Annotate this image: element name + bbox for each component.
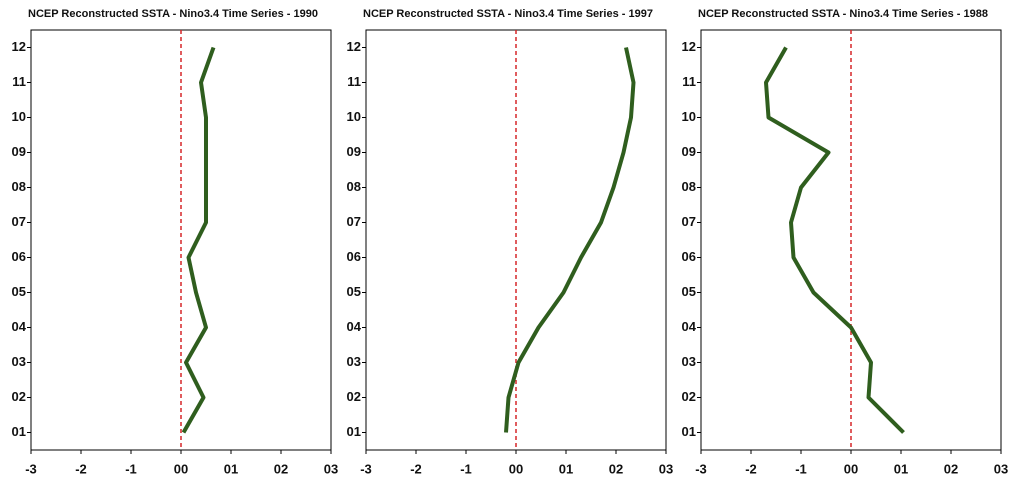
y-tick-label: 10 <box>12 109 26 124</box>
y-tick-label: 12 <box>682 39 696 54</box>
y-tick-label: 12 <box>12 39 26 54</box>
x-tick-label: 00 <box>844 461 858 476</box>
y-tick-label: 07 <box>682 214 696 229</box>
y-tick-label: 06 <box>12 249 26 264</box>
y-tick-label: 03 <box>347 354 361 369</box>
x-tick-label: -2 <box>745 461 757 476</box>
x-tick-label: 01 <box>894 461 908 476</box>
x-tick-label: 03 <box>659 461 673 476</box>
x-tick-label: -2 <box>75 461 87 476</box>
data-line <box>181 46 216 434</box>
x-tick-label: 02 <box>944 461 958 476</box>
y-tick-label: 05 <box>682 284 696 299</box>
y-tick-label: 11 <box>347 74 361 89</box>
y-tick-label: 09 <box>682 144 696 159</box>
y-tick-label: 11 <box>682 74 696 89</box>
y-tick-label: 05 <box>347 284 361 299</box>
y-tick-label: 02 <box>682 389 696 404</box>
y-tick-label: 08 <box>682 179 696 194</box>
y-tick-label: 01 <box>682 424 696 439</box>
data-line <box>764 46 905 434</box>
y-tick-label: 04 <box>12 319 27 334</box>
x-tick-label: 02 <box>274 461 288 476</box>
x-tick-label: -1 <box>460 461 472 476</box>
x-tick-label: -3 <box>25 461 37 476</box>
y-tick-label: 10 <box>347 109 361 124</box>
chart-title: NCEP Reconstructed SSTA - Nino3.4 Time S… <box>698 8 988 20</box>
x-tick-label: 01 <box>559 461 573 476</box>
x-tick-label: 00 <box>174 461 188 476</box>
y-tick-label: 02 <box>347 389 361 404</box>
x-tick-label: -3 <box>695 461 707 476</box>
y-tick-label: 07 <box>12 214 26 229</box>
y-tick-label: 03 <box>682 354 696 369</box>
y-tick-label: 11 <box>12 74 26 89</box>
x-tick-label: 03 <box>994 461 1008 476</box>
y-tick-label: 02 <box>12 389 26 404</box>
y-tick-label: 01 <box>347 424 361 439</box>
y-tick-label: 12 <box>347 39 361 54</box>
y-tick-label: 10 <box>682 109 696 124</box>
x-tick-label: 00 <box>509 461 523 476</box>
data-line <box>504 47 636 433</box>
chart-title: NCEP Reconstructed SSTA - Nino3.4 Time S… <box>28 8 318 20</box>
x-tick-label: -2 <box>410 461 422 476</box>
x-tick-label: -1 <box>795 461 807 476</box>
y-tick-label: 01 <box>12 424 26 439</box>
x-tick-label: -1 <box>125 461 137 476</box>
y-tick-label: 04 <box>347 319 362 334</box>
y-tick-label: 06 <box>682 249 696 264</box>
x-tick-label: 01 <box>224 461 238 476</box>
y-tick-label: 09 <box>347 144 361 159</box>
x-tick-label: 03 <box>324 461 338 476</box>
chart-title: NCEP Reconstructed SSTA - Nino3.4 Time S… <box>363 8 653 20</box>
x-tick-label: 02 <box>609 461 623 476</box>
x-tick-label: -3 <box>360 461 372 476</box>
y-tick-label: 07 <box>347 214 361 229</box>
y-tick-label: 09 <box>12 144 26 159</box>
y-tick-label: 06 <box>347 249 361 264</box>
y-tick-label: 03 <box>12 354 26 369</box>
y-tick-label: 08 <box>347 179 361 194</box>
y-tick-label: 04 <box>682 319 697 334</box>
y-tick-label: 05 <box>12 284 26 299</box>
y-tick-label: 08 <box>12 179 26 194</box>
